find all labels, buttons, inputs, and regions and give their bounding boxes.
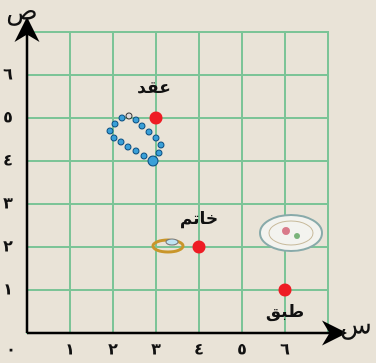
x-tick-label: ٦	[280, 340, 290, 359]
y-tick-label: ٥	[3, 108, 13, 127]
x-tick-label: ٢	[108, 340, 118, 359]
x-tick-label: ٥	[237, 340, 247, 359]
y-tick-label: ٦	[3, 65, 13, 84]
point	[192, 240, 206, 254]
necklace-icon	[106, 112, 165, 167]
x-tick-label: ١	[65, 340, 75, 359]
ring-icon	[151, 238, 185, 254]
y-tick-label: ٣	[3, 194, 13, 213]
point	[149, 111, 163, 125]
decorations	[106, 112, 323, 254]
x-tick-label: ٠	[6, 340, 16, 359]
point-label: طبق	[266, 302, 304, 322]
axes	[14, 17, 347, 346]
x-tick-label: ٤	[194, 340, 204, 359]
point	[278, 283, 292, 297]
point-label: عقد	[137, 78, 171, 98]
point-label: خاتم	[180, 209, 218, 229]
plate-icon	[259, 214, 323, 252]
x-tick-label: ٣	[151, 340, 161, 359]
x-axis-label: س	[340, 311, 372, 341]
y-tick-label: ١	[3, 280, 13, 299]
y-tick-label: ٤	[3, 151, 13, 170]
y-tick-label: ٢	[3, 237, 13, 256]
y-axis-label: ص	[6, 0, 37, 27]
